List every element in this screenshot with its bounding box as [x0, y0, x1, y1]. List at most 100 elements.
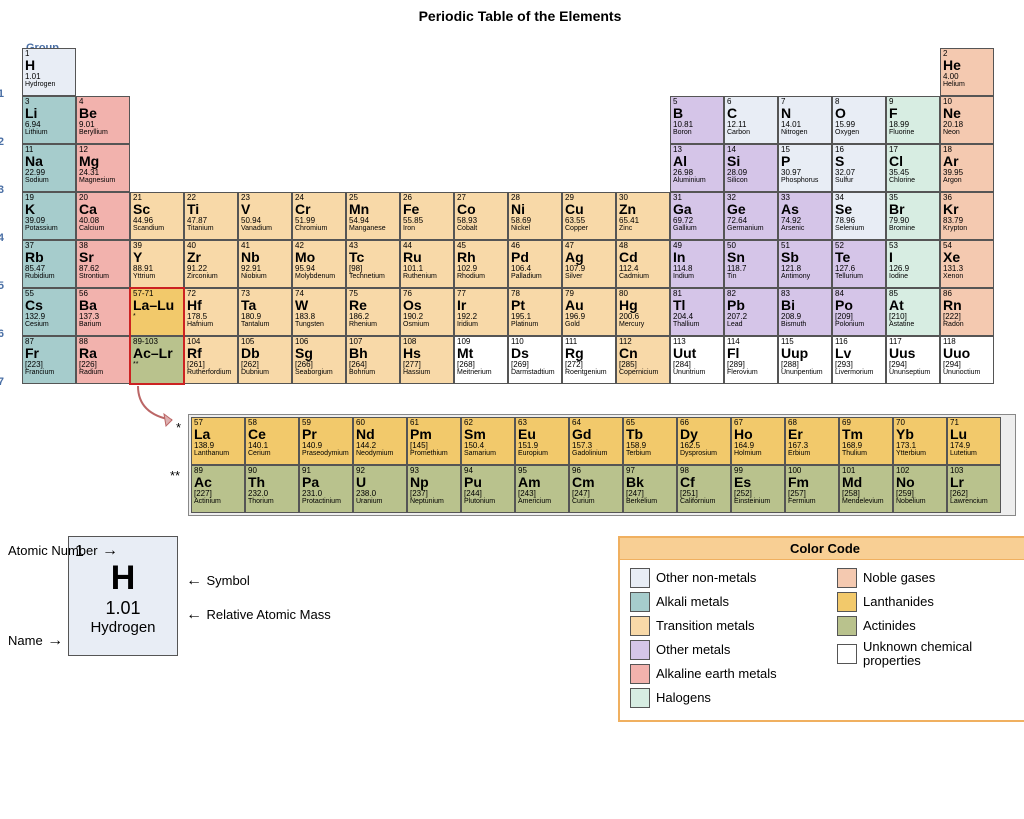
element-symbol: Eu	[518, 427, 566, 442]
atomic-mass: 107.9	[565, 265, 613, 273]
label-symbol: Symbol	[206, 573, 249, 588]
element-symbol: V	[241, 202, 289, 217]
atomic-mass: [285]	[619, 361, 667, 369]
element-name: Calcium	[79, 225, 127, 232]
element-name: Rubidium	[25, 273, 73, 280]
element-name: Krypton	[943, 225, 991, 232]
element-name: Gold	[565, 321, 613, 328]
element-name: Aluminium	[673, 177, 721, 184]
legend-item: Alkali metals	[630, 592, 813, 612]
atomic-mass: 158.9	[626, 442, 674, 450]
element-name: Chlorine	[889, 177, 937, 184]
element-name: Dubnium	[241, 369, 289, 376]
element-cell: 14Si28.09Silicon	[724, 144, 778, 192]
legend-label: Other non-metals	[656, 571, 756, 585]
element-name: Potassium	[25, 225, 73, 232]
element-name: Ununoctium	[943, 369, 991, 376]
atomic-mass: 18.99	[889, 121, 937, 129]
element-symbol: Pm	[410, 427, 458, 442]
element-symbol: Ac–Lr	[133, 346, 181, 361]
element-symbol: Sm	[464, 427, 512, 442]
element-cell: 10Ne20.18Neon	[940, 96, 994, 144]
element-name: Plutonium	[464, 498, 512, 505]
element-name: Argon	[943, 177, 991, 184]
element-symbol: Nd	[356, 427, 404, 442]
element-symbol: Po	[835, 298, 883, 313]
element-cell: 40Zr91.22Zirconium	[184, 240, 238, 288]
element-cell: 46Pd106.4Palladium	[508, 240, 562, 288]
element-cell: 18Ar39.95Argon	[940, 144, 994, 192]
element-symbol: N	[781, 106, 829, 121]
element-symbol: Es	[734, 475, 782, 490]
atomic-mass: 58.93	[457, 217, 505, 225]
legend-swatch	[630, 616, 650, 636]
element-cell: 70Yb173.1Ytterbium	[893, 417, 947, 465]
element-name: Ruthenium	[403, 273, 451, 280]
element-symbol: Md	[842, 475, 890, 490]
element-cell: 15P30.97Phosphorus	[778, 144, 832, 192]
atomic-mass: 238.0	[356, 490, 404, 498]
element-symbol: Sg	[295, 346, 343, 361]
element-symbol: Be	[79, 106, 127, 121]
element-cell: 93Np[237]Neptunium	[407, 465, 461, 513]
element-cell: 47Ag107.9Silver	[562, 240, 616, 288]
element-name: Lawrencium	[950, 498, 998, 505]
element-symbol: Db	[241, 346, 289, 361]
legend-label: Noble gases	[863, 571, 935, 585]
element-name: Barium	[79, 321, 127, 328]
label-name: Name	[8, 633, 43, 648]
element-name: Cobalt	[457, 225, 505, 232]
atomic-mass: 137.3	[79, 313, 127, 321]
element-name: Darmstadtium	[511, 369, 559, 376]
element-cell: 59Pr140.9Praseodymium	[299, 417, 353, 465]
atomic-mass: [262]	[241, 361, 289, 369]
color-legend: Color Code Other non-metalsAlkali metals…	[618, 536, 1024, 722]
element-name: Silicon	[727, 177, 775, 184]
atomic-mass: 174.9	[950, 442, 998, 450]
element-cell: 118Uuo[294]Ununoctium	[940, 336, 994, 384]
atomic-mass: 72.64	[727, 217, 775, 225]
element-name: Indium	[673, 273, 721, 280]
atomic-mass: 190.2	[403, 313, 451, 321]
label-mass: Relative Atomic Mass	[206, 607, 330, 622]
element-symbol: As	[781, 202, 829, 217]
element-symbol: Mt	[457, 346, 505, 361]
element-symbol: I	[889, 250, 937, 265]
element-name: Vanadium	[241, 225, 289, 232]
element-symbol: Sb	[781, 250, 829, 265]
period-label: 4	[0, 232, 4, 244]
atomic-mass: 14.01	[781, 121, 829, 129]
element-name: Antimony	[781, 273, 829, 280]
element-name: Samarium	[464, 450, 512, 457]
element-symbol: W	[295, 298, 343, 313]
element-name: Beryllium	[79, 129, 127, 136]
element-symbol: P	[781, 154, 829, 169]
atomic-mass: 85.47	[25, 265, 73, 273]
element-name: Helium	[943, 81, 991, 88]
element-name: Livermorium	[835, 369, 883, 376]
element-symbol: Uup	[781, 346, 829, 361]
element-name: Einsteinium	[734, 498, 782, 505]
element-symbol: Nb	[241, 250, 289, 265]
legend-item: Lanthanides	[837, 592, 1020, 612]
atomic-mass: 164.9	[734, 442, 782, 450]
element-cell: 103Lr[262]Lawrencium	[947, 465, 1001, 513]
element-symbol: Cn	[619, 346, 667, 361]
element-name: Polonium	[835, 321, 883, 328]
atomic-mass: 88.91	[133, 265, 181, 273]
element-symbol: Gd	[572, 427, 620, 442]
element-symbol: Ho	[734, 427, 782, 442]
element-name: Phosphorus	[781, 177, 829, 184]
element-symbol: Zn	[619, 202, 667, 217]
element-symbol: Se	[835, 202, 883, 217]
element-symbol: Y	[133, 250, 181, 265]
element-name: Cesium	[25, 321, 73, 328]
element-symbol: Pb	[727, 298, 775, 313]
atomic-mass: [222]	[943, 313, 991, 321]
atomic-mass: 39.95	[943, 169, 991, 177]
actinide-row: 89Ac[227]Actinium90Th232.0Thorium91Pa231…	[191, 465, 1013, 513]
legend-swatch	[837, 616, 857, 636]
element-symbol: Sr	[79, 250, 127, 265]
element-symbol: Tm	[842, 427, 890, 442]
atomic-mass: [226]	[79, 361, 127, 369]
